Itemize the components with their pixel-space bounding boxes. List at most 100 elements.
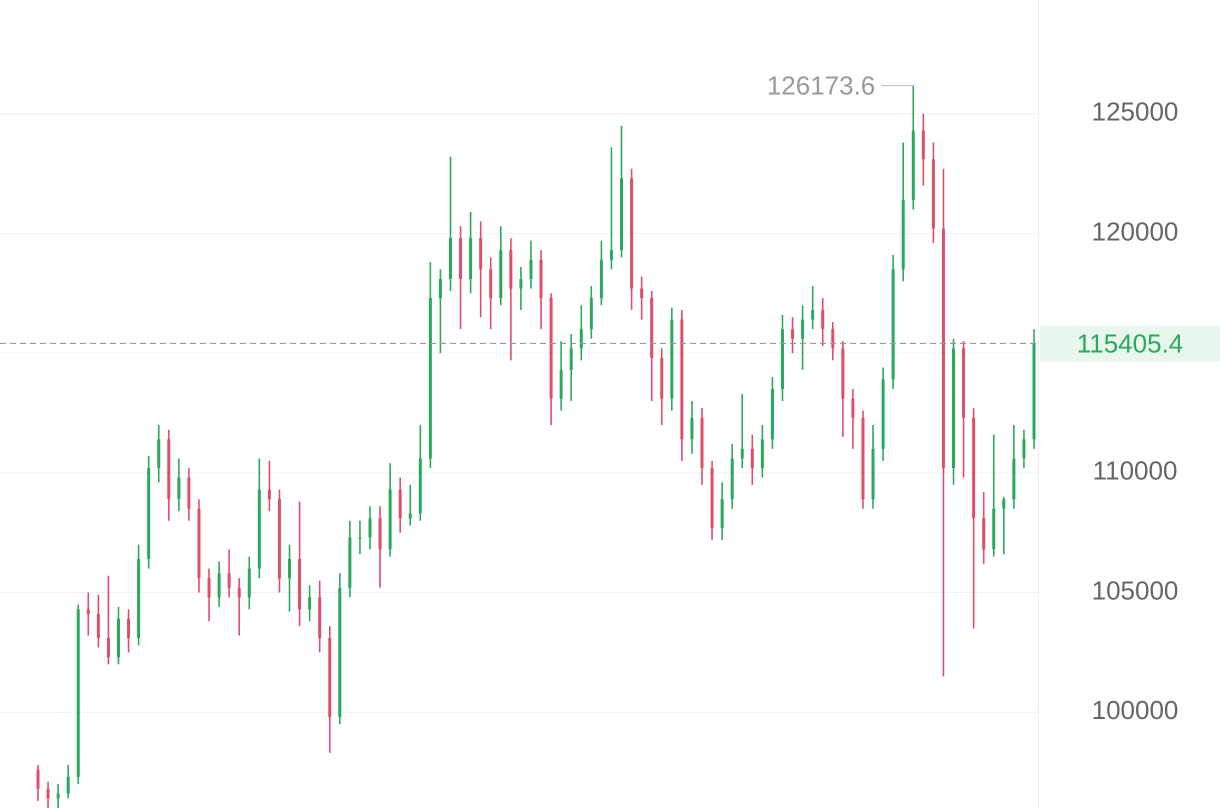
candle-body	[640, 288, 644, 299]
y-tick-label: 125000	[1092, 97, 1179, 127]
candle-body	[881, 379, 885, 449]
candle-body	[1012, 458, 1016, 500]
candle-body	[106, 638, 110, 658]
overlay: 126173.6 115405.4	[0, 70, 1220, 362]
candle-body	[1022, 439, 1026, 459]
candle-body	[529, 259, 533, 279]
candle-body	[469, 238, 473, 279]
y-tick-label: 105000	[1092, 575, 1179, 605]
candle-body	[589, 298, 593, 330]
candle-body	[56, 793, 60, 799]
y-tick-label: 110000	[1093, 456, 1178, 486]
candle-body	[308, 597, 312, 610]
candle-body	[368, 518, 372, 538]
candle-body	[237, 587, 241, 598]
candle-body	[700, 417, 704, 469]
candle-body	[730, 458, 734, 500]
candle-body	[851, 398, 855, 418]
candle-body	[690, 417, 694, 440]
candle-body	[650, 298, 654, 358]
candle-body	[288, 559, 292, 579]
candle-body	[207, 578, 211, 598]
candle-body	[418, 458, 422, 514]
candle-body	[911, 130, 915, 200]
candle-body	[831, 329, 835, 349]
candle-body	[921, 130, 925, 160]
candle-body	[489, 269, 493, 299]
candle-body	[338, 587, 342, 718]
candle-body	[76, 609, 80, 777]
candle-body	[318, 597, 322, 639]
candle-body	[1032, 343, 1036, 440]
candle-body	[941, 228, 945, 469]
candle-body	[801, 319, 805, 339]
candle-body	[277, 499, 281, 579]
candle-body	[408, 513, 412, 519]
candle-body	[378, 518, 382, 550]
candle-body	[811, 310, 815, 320]
candle-body	[459, 238, 463, 279]
candle-body	[680, 319, 684, 440]
candle-body	[861, 417, 865, 500]
candle-body	[1002, 499, 1006, 509]
candle-body	[127, 618, 131, 639]
candle-body	[972, 417, 976, 519]
candle-body	[931, 159, 935, 229]
candle-body	[428, 298, 432, 459]
candle-body	[891, 269, 895, 380]
candle-body	[952, 348, 956, 469]
candle-body	[147, 468, 151, 560]
candle-body	[760, 439, 764, 469]
candle-body	[257, 489, 261, 569]
candle-body	[569, 348, 573, 370]
candle-body	[559, 369, 563, 399]
candle-body	[539, 259, 543, 299]
candle-body	[579, 329, 583, 349]
candle-body	[549, 298, 553, 399]
candle-body	[36, 769, 40, 789]
candle-body	[609, 250, 613, 260]
candle-body	[479, 238, 483, 270]
candle-body	[177, 477, 181, 500]
candle-body	[157, 439, 161, 469]
candle-body	[116, 618, 120, 658]
candle-body	[599, 259, 603, 299]
candle-body	[358, 537, 362, 539]
y-tick-label: 120000	[1092, 216, 1179, 246]
candle-body	[620, 178, 624, 251]
candles	[36, 85, 1036, 808]
candle-body	[660, 357, 664, 399]
candle-body	[86, 609, 90, 615]
candle-body	[217, 573, 221, 598]
candle-body	[740, 448, 744, 459]
candle-body	[992, 508, 996, 550]
candle-body	[791, 329, 795, 339]
candle-body	[137, 559, 141, 639]
candle-body	[348, 537, 352, 588]
candle-body	[96, 614, 100, 639]
candle-body	[328, 638, 332, 718]
candle-body	[841, 348, 845, 399]
candle-body	[46, 788, 50, 799]
y-tick-label: 100000	[1092, 695, 1179, 725]
last-price-box	[1040, 325, 1220, 362]
candle-body	[388, 489, 392, 550]
candle-body	[298, 559, 302, 610]
candle-body	[670, 319, 674, 399]
candle-body	[247, 568, 251, 598]
candle-body	[499, 250, 503, 299]
candle-body	[770, 389, 774, 440]
candle-body	[982, 518, 986, 550]
last-price-label: 115405.4	[1077, 328, 1184, 358]
candle-body	[901, 199, 905, 270]
candle-body	[448, 238, 452, 279]
candle-body	[519, 278, 523, 289]
candle-body	[167, 439, 171, 500]
candle-body	[509, 250, 513, 289]
candle-body	[750, 448, 754, 469]
candle-body	[780, 329, 784, 390]
candle-body	[962, 348, 966, 418]
candle-body	[710, 468, 714, 528]
candle-body	[630, 178, 634, 289]
grid: 100000105000110000115000120000125000	[0, 97, 1179, 725]
